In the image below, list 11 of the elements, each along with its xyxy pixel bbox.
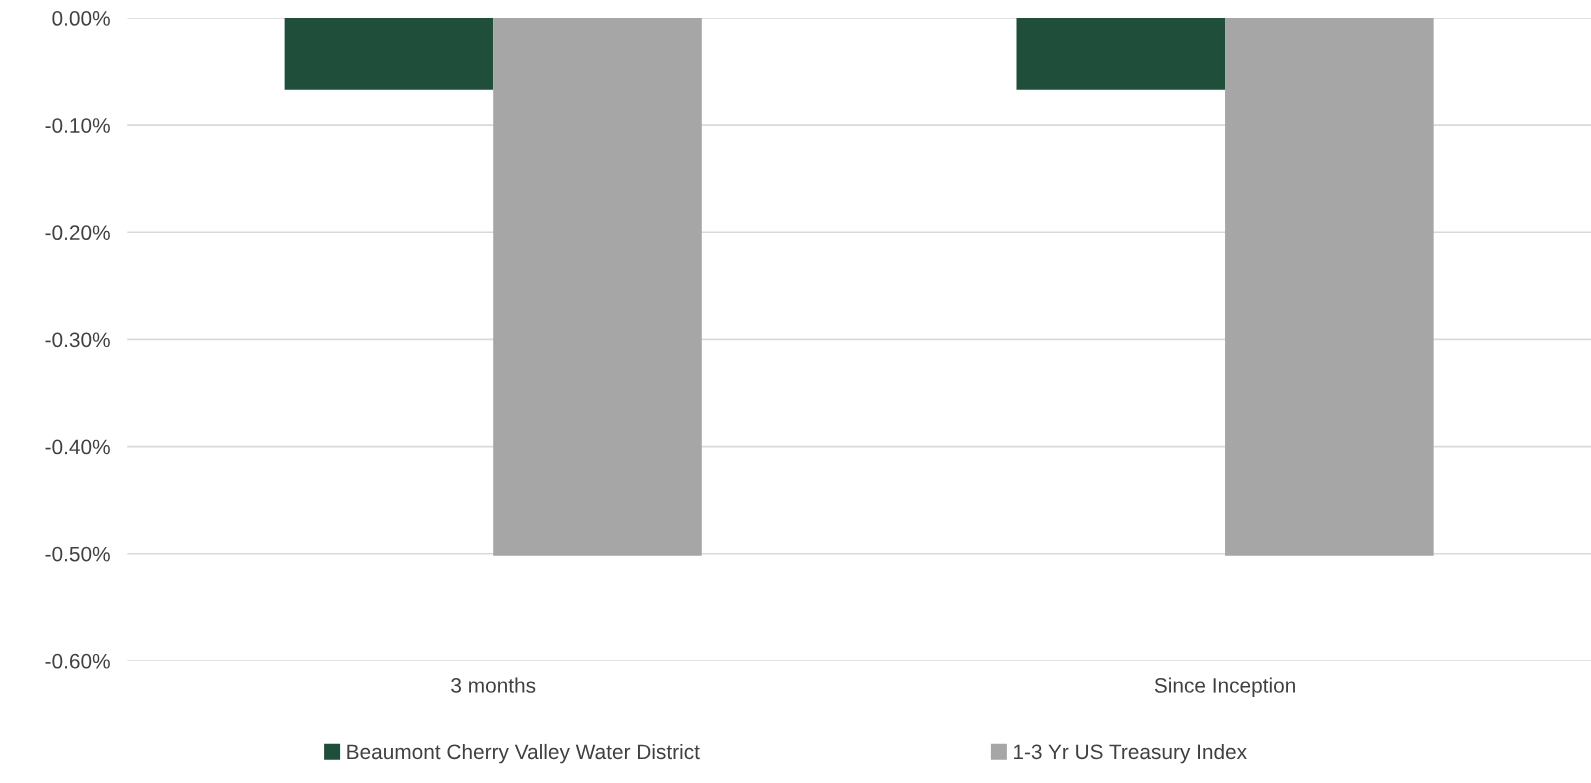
y-tick-label: -0.60% <box>45 653 110 669</box>
y-tick-label: -0.30% <box>45 332 110 348</box>
x-tick-label: 3 months <box>451 677 536 693</box>
y-tick-label: 0.00% <box>52 11 110 26</box>
x-tick-label: Since Inception <box>1154 677 1295 697</box>
y-tick-label: -0.20% <box>45 225 110 241</box>
y-tick-label: -0.50% <box>45 546 110 562</box>
legend-label: Beaumont Cherry Valley Water District <box>347 743 700 764</box>
legend-label: 1-3 Yr US Treasury Index <box>1014 743 1247 764</box>
y-tick-label: -0.10% <box>45 118 110 133</box>
y-tick-label: -0.40% <box>45 439 110 455</box>
